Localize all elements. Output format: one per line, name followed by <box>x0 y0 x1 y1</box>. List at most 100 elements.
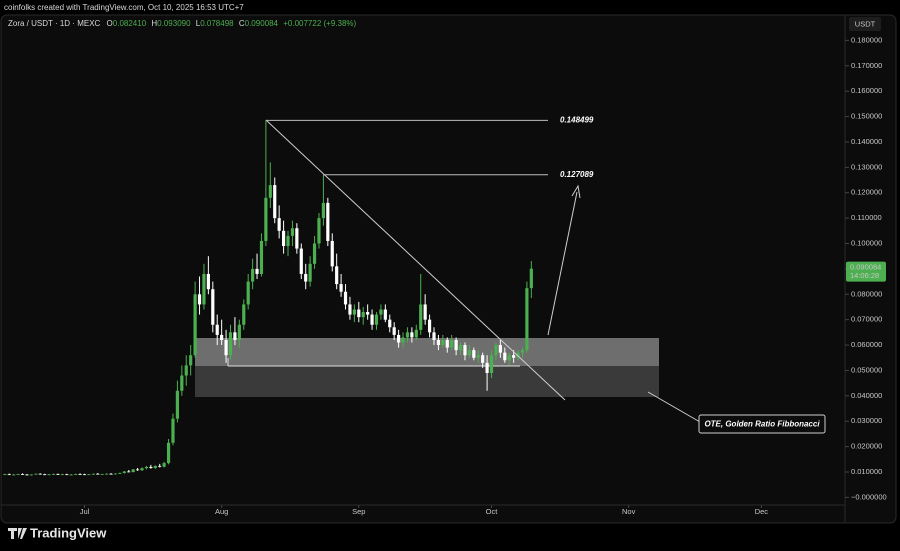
candle-body <box>47 474 51 476</box>
candle-body <box>317 218 321 244</box>
candle-body <box>485 362 489 373</box>
candle-body <box>43 474 47 476</box>
candle-body <box>211 289 215 325</box>
candle-body <box>3 474 7 476</box>
candle-body <box>56 474 60 475</box>
y-tick-label: 0.160000 <box>851 86 882 95</box>
candle-body <box>410 332 414 338</box>
ohlc-label: H <box>151 19 157 28</box>
y-tick-label: 0.050000 <box>851 365 882 374</box>
x-tick-label: Aug <box>215 507 228 516</box>
currency: USDT <box>855 19 876 28</box>
chart-frame <box>0 14 897 524</box>
candle-body <box>158 465 162 467</box>
candle-body <box>206 273 210 290</box>
ohlc-value: 0.090084 <box>245 19 279 28</box>
candle-body <box>127 471 131 473</box>
candle-body <box>16 474 20 475</box>
ohlc-value: 0.078498 <box>200 19 234 28</box>
candle-body <box>370 314 374 325</box>
candle-body <box>175 390 180 419</box>
price-tag-countdown: 14:06:28 <box>850 271 879 280</box>
candle-body <box>463 345 467 356</box>
candle-body <box>96 473 100 475</box>
y-tick-label: 0.130000 <box>851 162 882 171</box>
candle-body <box>118 473 122 474</box>
y-tick-label: 0.150000 <box>851 112 882 121</box>
candle-body <box>388 319 392 328</box>
candle-body <box>264 197 268 241</box>
candle-body <box>184 365 188 376</box>
candle-body <box>512 355 516 358</box>
candle-body <box>153 465 157 468</box>
candles <box>3 120 533 476</box>
candle-body <box>131 469 135 472</box>
candle-body <box>135 469 140 471</box>
price-tag <box>846 261 886 282</box>
candle-body <box>308 263 312 282</box>
y-tick-label: 0.070000 <box>851 315 882 324</box>
candle-body <box>246 281 250 305</box>
level-label: 0.148499 <box>560 115 594 124</box>
symbol: Zora / USDT · 1D · MEXC <box>8 19 101 28</box>
x-tick-label: Nov <box>622 507 636 516</box>
candle-body <box>220 334 224 340</box>
candle-body <box>520 350 525 353</box>
candle-body <box>467 350 471 356</box>
trendline <box>265 119 566 401</box>
candle-body <box>419 304 423 330</box>
candle-body <box>215 324 219 335</box>
candle-body <box>65 474 69 476</box>
x-tick-label: Oct <box>486 507 499 516</box>
y-tick-label: 0.080000 <box>851 289 882 298</box>
logo: TradingView <box>8 525 107 540</box>
candle-body <box>34 473 38 475</box>
candle-body <box>149 466 153 468</box>
candle-body <box>255 268 259 274</box>
candle-body <box>405 332 410 338</box>
candle-body <box>242 304 246 325</box>
candle-body <box>374 314 379 325</box>
candle-body <box>454 339 458 351</box>
candle-body <box>38 473 42 475</box>
candle-body <box>432 332 436 340</box>
candle-body <box>321 202 326 219</box>
candle-body <box>423 304 427 320</box>
candle-body <box>122 471 126 474</box>
candle-body <box>273 185 277 219</box>
ote-zone-upper <box>195 338 659 366</box>
ohlc-label: L <box>196 19 201 28</box>
candle-body <box>69 474 73 476</box>
candle-body <box>516 352 520 358</box>
y-tick-label: 0.100000 <box>851 238 882 247</box>
candle-body <box>357 309 361 318</box>
callout-box <box>698 414 826 434</box>
callout-text: OTE, Golden Ratio Fibbonacci <box>704 420 820 429</box>
x-tick-label: Sep <box>352 507 365 516</box>
candle-body <box>312 243 317 264</box>
candle-body <box>379 309 383 315</box>
currency-badge[interactable] <box>849 17 881 31</box>
logo-mark <box>8 528 27 539</box>
candle-body <box>290 228 295 236</box>
candle-body <box>91 473 95 475</box>
candle-body <box>529 268 533 289</box>
candle-body <box>180 375 184 391</box>
candle-body <box>326 202 330 241</box>
y-tick-label: 0.020000 <box>851 442 882 451</box>
y-tick-label: 0.120000 <box>851 188 882 197</box>
candle-body <box>361 312 365 318</box>
change: +0.007722 (+9.38%) <box>283 19 356 28</box>
candle-body <box>286 235 290 247</box>
candle-body <box>476 355 480 358</box>
y-tick-label: 0.170000 <box>851 61 882 70</box>
price-tag-label: 0.090084 <box>850 263 881 272</box>
candle-body <box>233 332 237 340</box>
arrow-head <box>571 184 581 199</box>
candle-body <box>144 466 149 469</box>
candle-body <box>472 350 476 358</box>
candle-body <box>348 304 352 315</box>
candle-body <box>383 309 387 320</box>
